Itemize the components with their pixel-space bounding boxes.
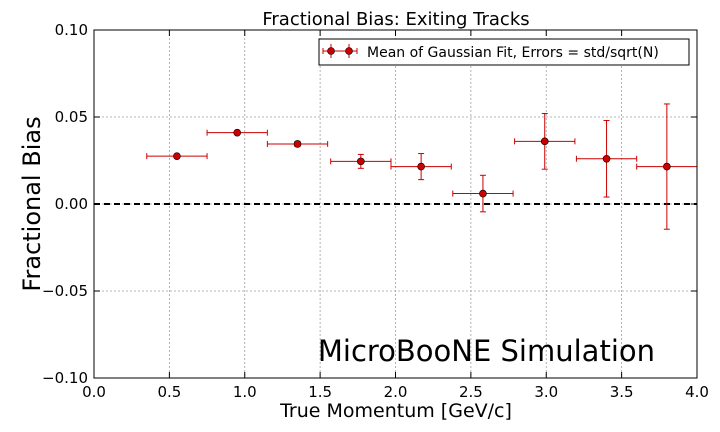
chart-title: Fractional Bias: Exiting Tracks bbox=[262, 9, 529, 30]
y-axis-label: Fractional Bias bbox=[18, 116, 46, 291]
y-tick-label: 0.05 bbox=[55, 108, 88, 126]
data-point bbox=[602, 154, 611, 163]
legend-point bbox=[327, 47, 335, 55]
y-tick-label: 0.10 bbox=[55, 21, 88, 39]
legend-marker bbox=[322, 44, 358, 58]
x-tick-label: 2.0 bbox=[384, 383, 408, 401]
legend-series-label: Mean of Gaussian Fit, Errors = std/sqrt(… bbox=[367, 45, 659, 61]
legend-point bbox=[345, 47, 353, 55]
data-point bbox=[357, 157, 365, 166]
legend-box bbox=[318, 38, 690, 66]
x-tick-label: 3.0 bbox=[534, 383, 558, 401]
x-tick-label: 4.0 bbox=[685, 383, 709, 401]
x-tick-label: 0.5 bbox=[157, 383, 181, 401]
data-point bbox=[663, 162, 671, 171]
tick-layer: 0.0 0.5 1.0 1.5 2.0 2.5 3.0 3.5 4.0 −0.10 −0.05 0.0… bbox=[42, 21, 709, 401]
x-tick-label: 1.0 bbox=[233, 383, 257, 401]
data-point bbox=[417, 162, 425, 171]
data-point bbox=[540, 137, 549, 146]
legend: Mean of Gaussian Fit, Errors = std/sqrt(… bbox=[318, 38, 690, 66]
data-point bbox=[233, 128, 242, 137]
x-tick-label: 1.5 bbox=[308, 383, 332, 401]
data-point bbox=[479, 189, 487, 198]
y-tick-label: −0.05 bbox=[42, 282, 88, 300]
x-tick-label: 2.5 bbox=[459, 383, 483, 401]
x-axis-label: True Momentum [GeV/c] bbox=[279, 400, 512, 422]
microboone-simulation-annotation: MicroBooNE Simulation bbox=[318, 334, 655, 368]
x-tick-label: 3.5 bbox=[610, 383, 634, 401]
x-tick-label: 0.0 bbox=[82, 383, 106, 401]
data-point bbox=[293, 140, 302, 148]
data-layer bbox=[146, 103, 698, 230]
y-tick-label: −0.10 bbox=[42, 369, 88, 387]
data-point bbox=[173, 152, 181, 160]
y-tick-label: 0.00 bbox=[55, 195, 88, 213]
